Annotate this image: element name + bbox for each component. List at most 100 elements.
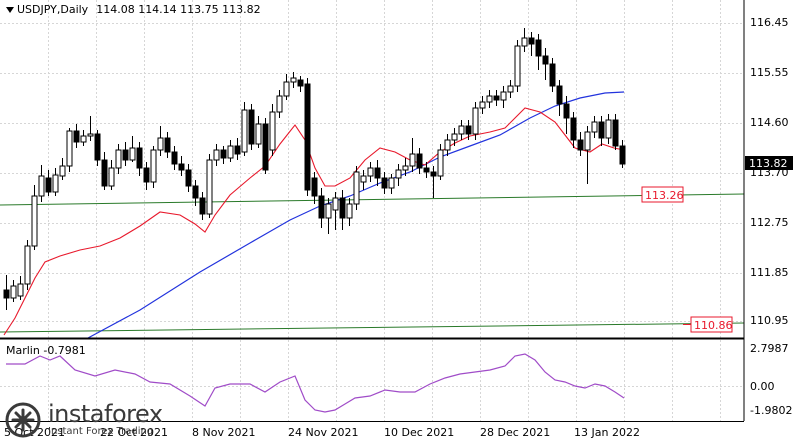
candle-body bbox=[318, 195, 325, 219]
candlestick bbox=[283, 74, 290, 100]
candlestick bbox=[178, 156, 185, 176]
candlestick bbox=[479, 96, 486, 114]
grid-lines bbox=[0, 0, 744, 421]
candle-body bbox=[24, 245, 31, 285]
candlestick bbox=[157, 126, 164, 156]
candle-body bbox=[556, 85, 563, 105]
candlestick bbox=[122, 142, 129, 166]
candlestick bbox=[430, 166, 437, 198]
current-price-label: 113.82 bbox=[749, 157, 788, 170]
candle-body bbox=[416, 153, 423, 169]
candle-body bbox=[304, 83, 311, 191]
candle-body bbox=[346, 203, 353, 219]
candlestick bbox=[528, 32, 535, 56]
candlestick bbox=[549, 58, 556, 92]
candlestick bbox=[570, 112, 577, 148]
candlestick bbox=[220, 146, 227, 164]
candle-body bbox=[451, 133, 458, 141]
candle-body bbox=[17, 283, 24, 297]
indicator-tick: -1.9802 bbox=[750, 404, 792, 417]
candle-body bbox=[528, 37, 535, 45]
candle-body bbox=[374, 167, 381, 179]
candle-body bbox=[332, 197, 339, 211]
candle-body bbox=[129, 147, 136, 161]
candlestick bbox=[10, 280, 17, 302]
price-tick: 115.55 bbox=[750, 66, 789, 79]
candle-body bbox=[458, 125, 465, 135]
candle-body bbox=[171, 151, 178, 165]
candlestick bbox=[591, 116, 598, 138]
candlestick bbox=[213, 144, 220, 166]
candle-body bbox=[339, 197, 346, 219]
candlestick bbox=[437, 144, 444, 180]
candlestick bbox=[465, 120, 472, 140]
candlestick bbox=[507, 80, 514, 98]
candle-body bbox=[164, 137, 171, 153]
candle-body bbox=[248, 109, 255, 145]
candle-body bbox=[52, 174, 59, 193]
candlestick bbox=[241, 102, 248, 156]
menu-triangle-icon[interactable] bbox=[6, 7, 14, 13]
candle-body bbox=[423, 167, 430, 173]
candle-body bbox=[479, 101, 486, 109]
candle-body bbox=[59, 165, 66, 177]
candle-body bbox=[381, 177, 388, 189]
candlestick bbox=[150, 146, 157, 188]
candlestick bbox=[472, 102, 479, 140]
time-tick: 22 Oct 2021 bbox=[100, 426, 168, 439]
candle-body bbox=[199, 197, 206, 215]
candlestick bbox=[276, 90, 283, 118]
chart-header: USDJPY,Daily 114.08 114.14 113.75 113.82 bbox=[6, 3, 261, 16]
candle-body bbox=[283, 81, 290, 97]
trendline-lower bbox=[0, 322, 745, 333]
candle-body bbox=[66, 130, 73, 167]
candlestick bbox=[129, 136, 136, 162]
candle-body bbox=[486, 95, 493, 103]
candle-body bbox=[311, 177, 318, 197]
candle-body bbox=[612, 119, 619, 147]
candle-body bbox=[227, 145, 234, 159]
candle-body bbox=[80, 135, 87, 143]
candle-body bbox=[10, 285, 17, 299]
candlestick bbox=[318, 188, 325, 228]
candle-body bbox=[493, 95, 500, 101]
candle-body bbox=[521, 37, 528, 47]
candlestick bbox=[136, 142, 143, 176]
candlestick bbox=[514, 40, 521, 92]
candle-body bbox=[262, 123, 269, 171]
candlestick bbox=[290, 72, 297, 88]
candlestick bbox=[304, 78, 311, 196]
current-price-tag bbox=[745, 156, 793, 170]
candle-body bbox=[108, 167, 115, 187]
price-tick: 112.75 bbox=[750, 216, 789, 229]
level-box-upper bbox=[641, 186, 684, 203]
candle-body bbox=[122, 149, 129, 161]
candle-body bbox=[514, 45, 521, 87]
candlestick bbox=[199, 192, 206, 220]
indicator-tick: 2.7987 bbox=[750, 342, 789, 355]
time-tick: 13 Jan 2022 bbox=[574, 426, 640, 439]
candlestick bbox=[3, 275, 10, 310]
candle-body bbox=[87, 133, 94, 137]
candle-body bbox=[409, 153, 416, 167]
candle-body bbox=[290, 77, 297, 83]
candle-body bbox=[353, 171, 360, 205]
candlestick bbox=[17, 276, 24, 300]
candlestick bbox=[52, 168, 59, 196]
candle-body bbox=[94, 133, 101, 161]
candlestick bbox=[458, 120, 465, 140]
candlestick bbox=[234, 138, 241, 160]
price-tick: 116.45 bbox=[750, 16, 789, 29]
candlestick bbox=[59, 158, 66, 180]
candle-body bbox=[500, 91, 507, 101]
candlestick bbox=[612, 114, 619, 150]
candlestick bbox=[521, 28, 528, 52]
candlestick bbox=[24, 240, 31, 290]
candle-body bbox=[472, 107, 479, 135]
candle-body bbox=[45, 177, 52, 193]
candlestick bbox=[353, 166, 360, 210]
candle-body bbox=[535, 39, 542, 57]
candle-body bbox=[444, 139, 451, 151]
candlestick bbox=[598, 116, 605, 146]
